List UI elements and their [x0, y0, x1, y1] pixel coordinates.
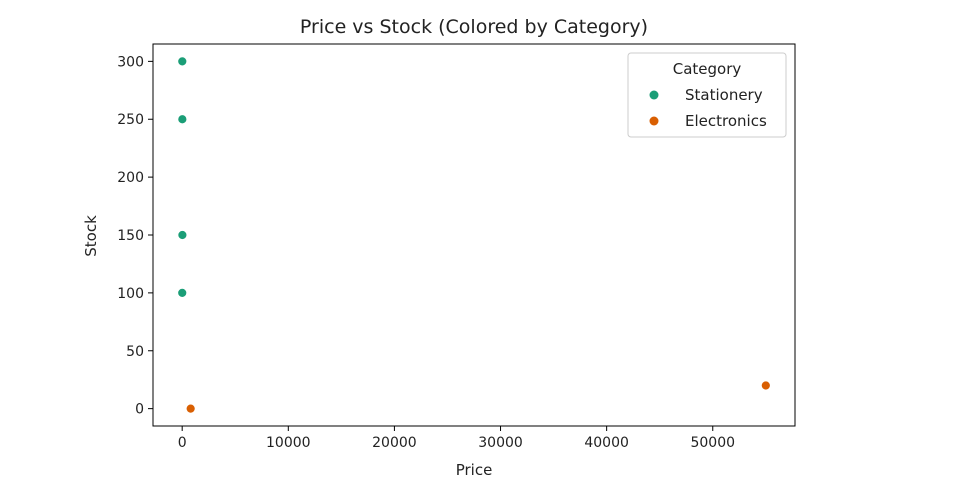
legend-marker-electronics: [649, 116, 659, 126]
x-tick-label: 10000: [266, 435, 311, 451]
legend-label-electronics: Electronics: [685, 112, 767, 130]
legend: Category Stationery Electronics: [627, 52, 787, 138]
x-tick-label: 30000: [478, 435, 523, 451]
legend-marker-stationery: [649, 90, 659, 100]
data-point-stationery: [177, 114, 188, 125]
data-point-stationery: [177, 56, 188, 67]
y-tick-label: 50: [126, 344, 144, 360]
y-tick-label: 100: [117, 286, 144, 302]
legend-label-stationery: Stationery: [685, 86, 763, 104]
x-tick-label: 20000: [372, 435, 417, 451]
data-point-stationery: [177, 230, 188, 240]
x-tick-label: 50000: [690, 435, 735, 451]
data-point-stationery: [177, 287, 188, 298]
plot-area: 0 10000 20000 30000 40000 50000 0 50 100 150 200 25…: [117, 43, 796, 451]
y-axis-label: Stock: [82, 215, 100, 257]
y-tick-label: 200: [117, 170, 144, 186]
y-tick-label: 250: [117, 112, 144, 128]
y-tick-label: 150: [117, 228, 144, 244]
x-axis-label: Price: [456, 461, 493, 479]
y-tick-label: 300: [117, 54, 144, 70]
chart-title: Price vs Stock (Colored by Category): [300, 16, 648, 38]
x-tick-label: 40000: [584, 435, 629, 451]
legend-box: [627, 52, 787, 138]
data-point-electronics: [185, 403, 196, 414]
y-tick-label: 0: [135, 402, 144, 418]
x-tick-label: 0: [178, 435, 187, 451]
data-point-electronics: [760, 380, 771, 391]
legend-title: Category: [673, 60, 742, 78]
